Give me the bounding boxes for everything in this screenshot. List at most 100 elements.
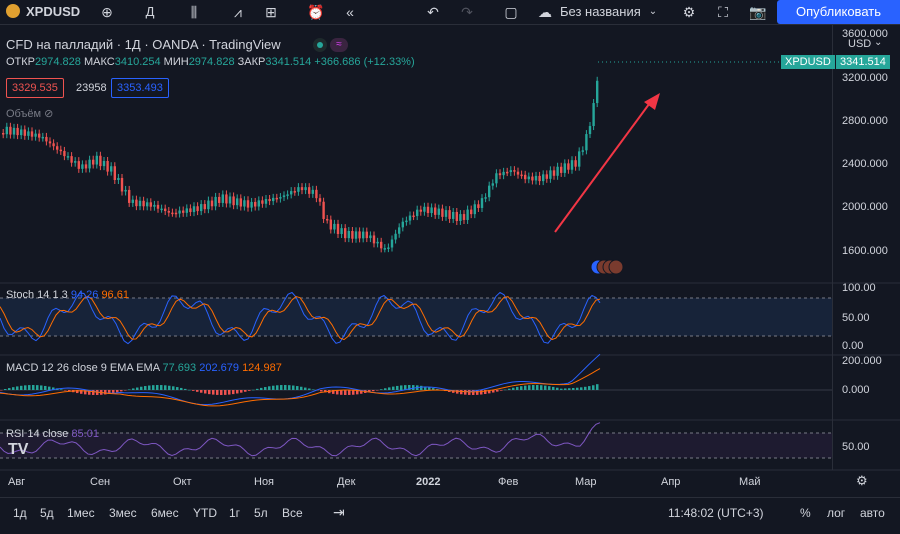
candle-body [189, 208, 192, 213]
candle-body [149, 202, 152, 207]
macd-histogram-bar [480, 390, 483, 395]
undo-icon[interactable]: ↶ [427, 4, 439, 20]
alert-icon[interactable]: ⏰ [307, 4, 325, 20]
macd-histogram-bar [312, 389, 315, 390]
candle-body [153, 204, 156, 207]
macd-histogram-bar [548, 386, 551, 390]
range-5y-button[interactable]: 5л [254, 506, 268, 520]
range-all-button[interactable]: Все [282, 506, 303, 520]
macd-histogram-bar [32, 385, 35, 390]
macd-histogram-bar [428, 387, 431, 390]
macd-tick: 200.000 [842, 355, 882, 367]
rectangle-icon[interactable]: ▢ [504, 4, 518, 20]
candle-body [268, 198, 271, 202]
volume-label: Объём [6, 108, 42, 120]
macd-histogram-bar [52, 387, 55, 390]
clock-timezone[interactable]: 11:48:02 (UTC+3) [668, 506, 764, 520]
top-toolbar: XPDUSD ⊕ Д ⫼ ⩘ ⊞ ⏰ « ↶ ↷ ▢ ☁ Без названи… [0, 0, 900, 25]
stoch-d-line [0, 295, 601, 341]
log-button[interactable]: лог [827, 506, 846, 520]
candle-body [570, 160, 574, 170]
camera-icon[interactable]: 📷 [749, 4, 767, 20]
candle-body [488, 185, 491, 198]
macd-histogram-bar [108, 390, 111, 394]
range-6m-button[interactable]: 6мес [151, 506, 179, 520]
macd-histogram-bar [508, 388, 511, 390]
macd-histogram-bar [512, 387, 515, 390]
candle-body [358, 231, 361, 239]
candle-body [405, 220, 408, 223]
symbol-search-button[interactable]: XPDUSD [6, 3, 80, 21]
candle-body [412, 215, 415, 218]
date-range-icon[interactable]: ⇥ [333, 504, 345, 520]
candle-body [480, 198, 484, 208]
chevron-down-icon[interactable]: ⌄ [648, 6, 658, 17]
settings-icon[interactable]: ⚙ [682, 4, 696, 20]
interval-button[interactable]: Д [145, 4, 155, 19]
macd-histogram-bar [596, 384, 599, 390]
candles-icon[interactable]: ⫼ [190, 4, 198, 20]
macd-histogram-bar [16, 386, 19, 390]
low-value: 2974.828 [188, 56, 235, 68]
range-5d-button[interactable]: 5д [40, 506, 54, 520]
redo-icon[interactable]: ↷ [461, 4, 473, 20]
candle-body [23, 129, 26, 136]
macd-legend: MACD 12 26 close 9 EMA EMA 77.693 202.67… [6, 362, 282, 374]
currency-selector[interactable]: USD [848, 38, 872, 50]
macd-histogram-bar [300, 386, 303, 390]
macd-histogram-bar [524, 385, 527, 390]
macd-histogram-bar [148, 385, 151, 390]
macd-histogram-bar [368, 390, 371, 393]
macd-histogram-bar [144, 386, 147, 390]
macd-histogram-bar [348, 390, 351, 395]
indicators-icon[interactable]: ⩘ [234, 4, 242, 20]
candle-body [347, 230, 350, 239]
percent-button[interactable]: % [800, 506, 811, 520]
macd-histogram-bar [128, 389, 131, 390]
macd-histogram-bar [244, 390, 247, 392]
axis-settings-icon[interactable]: ⚙ [856, 473, 868, 488]
add-icon[interactable]: ⊕ [101, 4, 113, 20]
layout-name-button[interactable]: Без названия [560, 4, 641, 19]
auto-button[interactable]: авто [860, 506, 885, 520]
candle-body [545, 174, 548, 179]
candle-body [113, 166, 116, 180]
macd-histogram-bar [4, 389, 7, 390]
candle-body [369, 235, 372, 239]
macd-histogram-bar [380, 389, 383, 390]
macd-histogram-bar [116, 390, 119, 393]
trend-arrow[interactable] [554, 99, 653, 233]
range-1y-button[interactable]: 1г [229, 506, 241, 520]
symbol-label: XPDUSD [26, 4, 81, 19]
candle-body [509, 170, 512, 173]
candle-body [300, 187, 304, 191]
buy-price-button[interactable]: 3353.493 [111, 78, 169, 98]
eye-hidden-icon[interactable]: ⊘ [44, 108, 54, 120]
price-axis[interactable] [832, 24, 900, 470]
candle-body [261, 200, 264, 204]
range-1d-button[interactable]: 1д [13, 506, 27, 520]
templates-icon[interactable]: ⊞ [265, 4, 277, 20]
range-3m-button[interactable]: 3мес [109, 506, 137, 520]
candle-body [48, 141, 52, 144]
macd-histogram-bar [352, 390, 355, 395]
fullscreen-icon[interactable]: ⛶ [718, 4, 728, 20]
range-1m-button[interactable]: 1мес [67, 506, 95, 520]
macd-histogram-bar [420, 385, 423, 390]
candle-body [592, 103, 595, 127]
replay-icon[interactable]: « [346, 4, 354, 20]
macd-histogram-bar [112, 390, 115, 394]
sell-price-button[interactable]: 3329.535 [6, 78, 64, 98]
candle-body [516, 171, 520, 175]
economic-event-icon[interactable] [608, 259, 624, 275]
candle-body [315, 189, 318, 199]
currency-chevron-icon[interactable]: ⌄ [874, 37, 883, 48]
macd-histogram-bar [80, 390, 83, 394]
macd-histogram-bar [516, 386, 519, 390]
candle-body [578, 151, 581, 167]
publish-button[interactable]: Опубликовать [777, 0, 900, 24]
candle-body [506, 171, 509, 174]
macd-histogram-bar [236, 390, 239, 394]
range-ytd-button[interactable]: YTD [193, 506, 217, 520]
